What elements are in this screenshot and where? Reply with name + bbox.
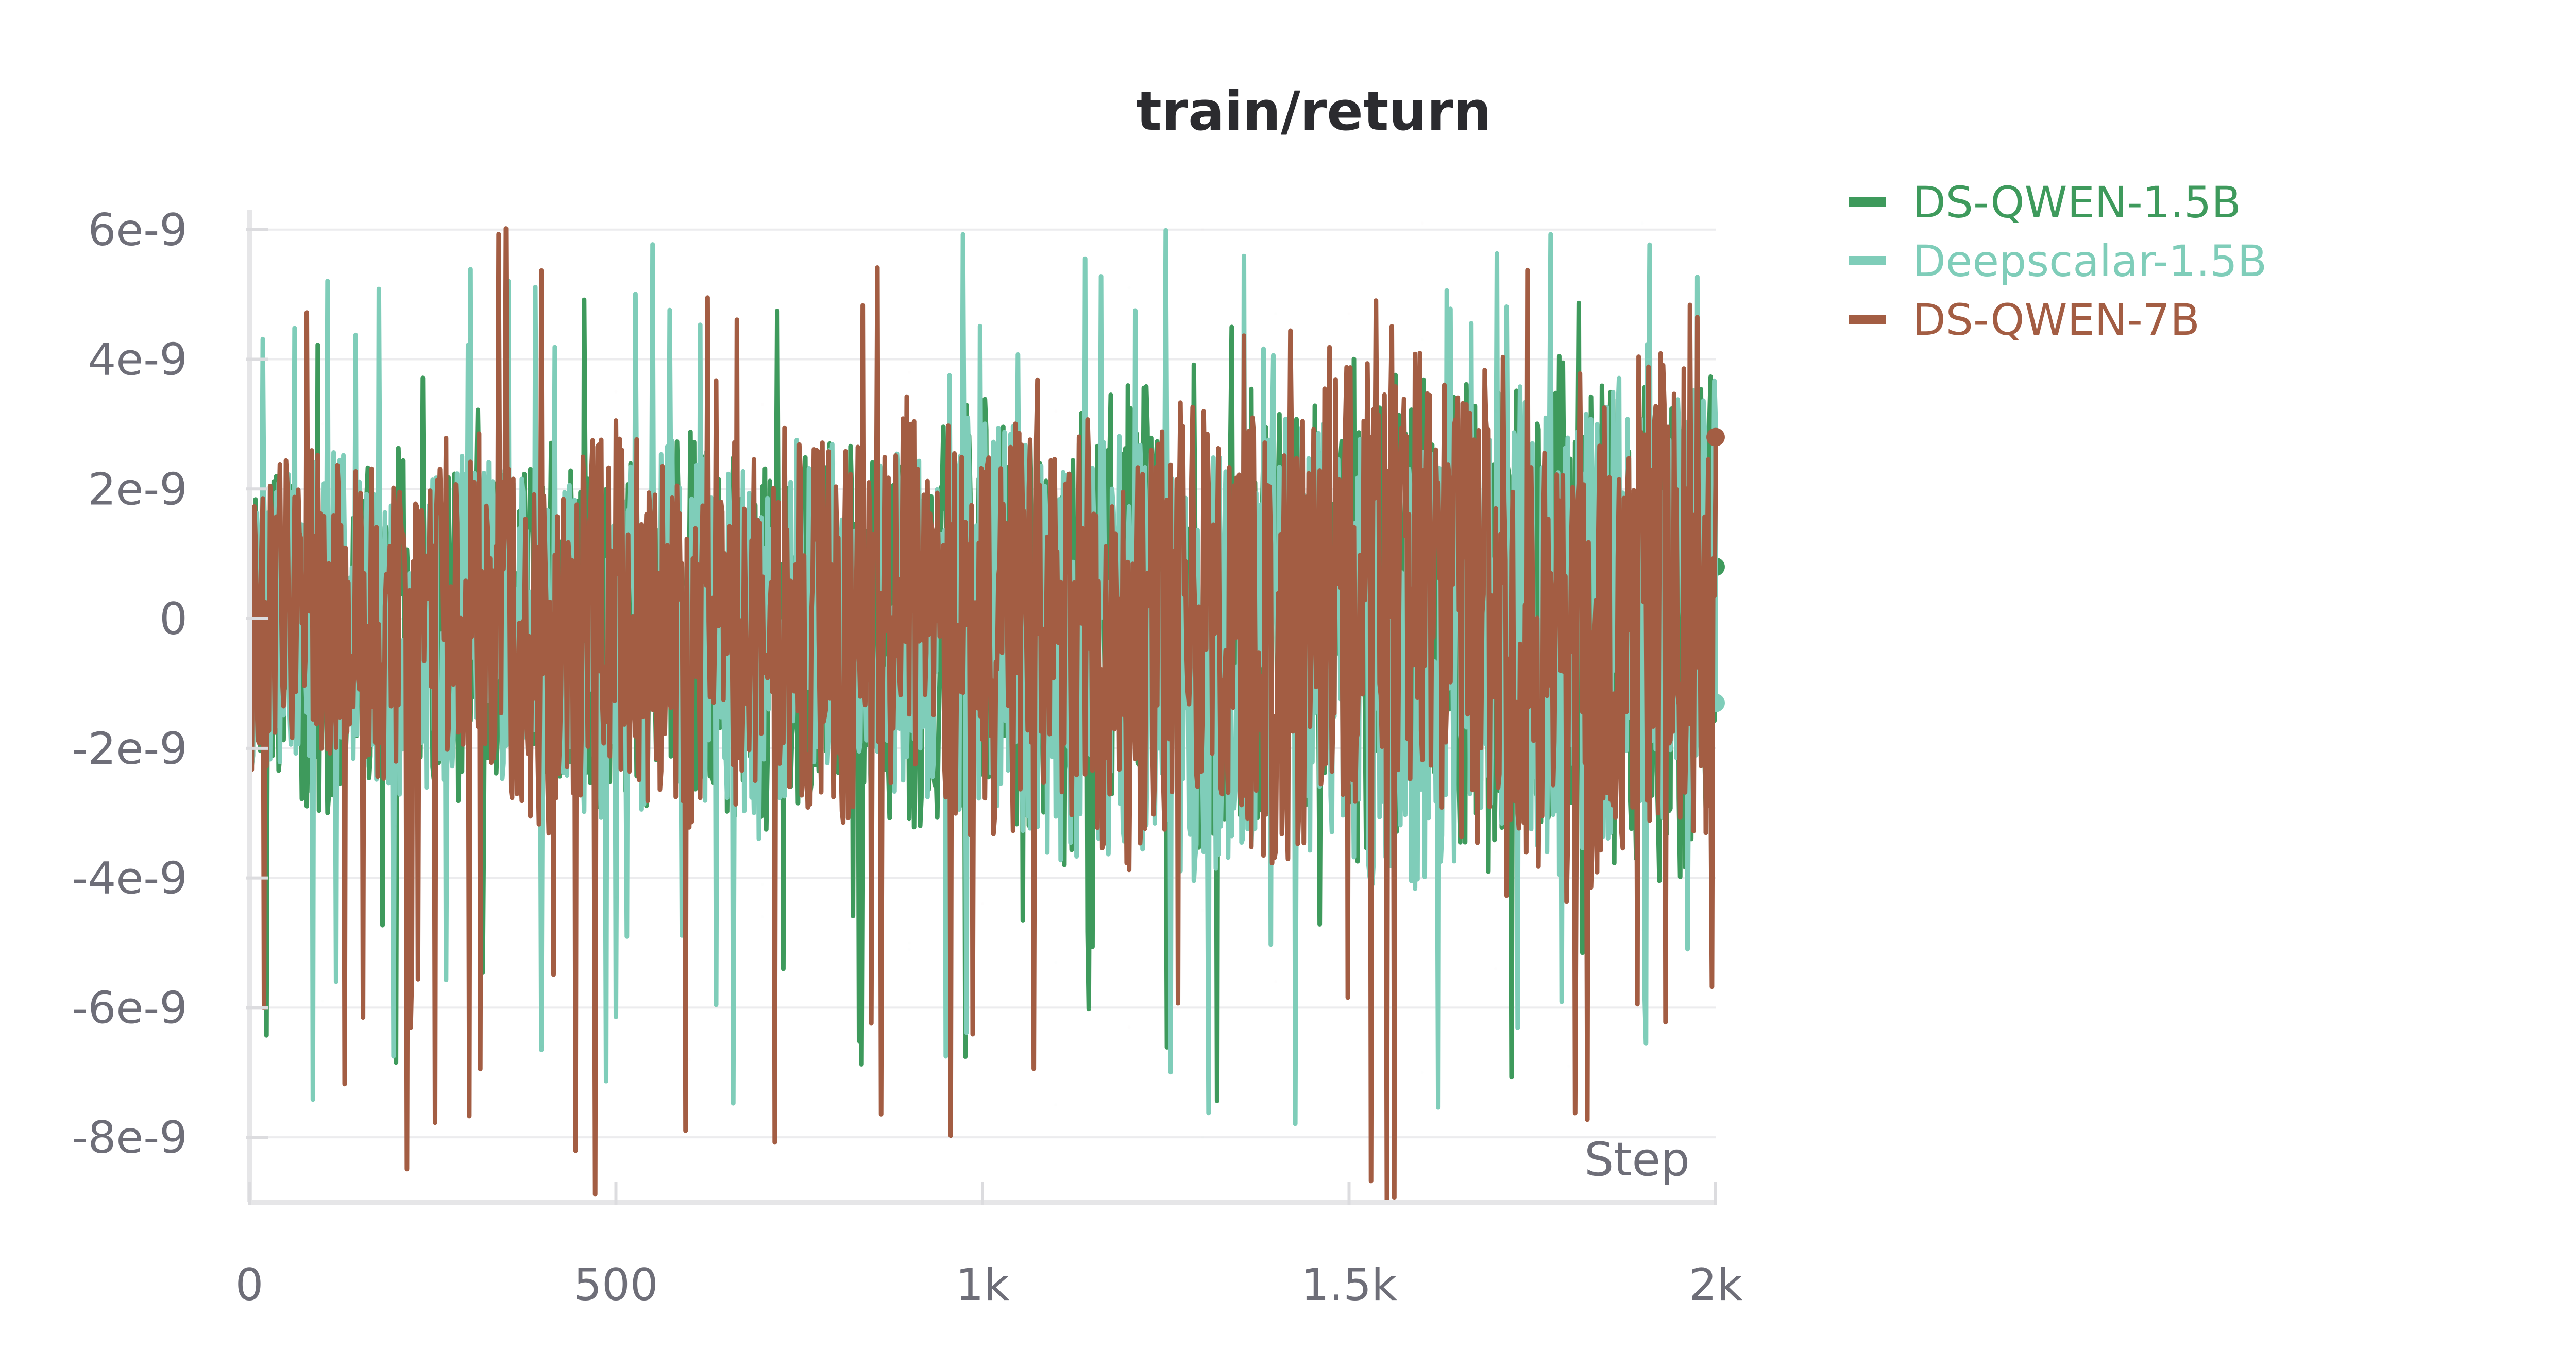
data-point [321,422,324,425]
data-point [1128,286,1131,289]
legend: DS-QWEN-1.5B Deepscalar-1.5B DS-QWEN-7B [1849,177,2267,345]
legend-item[interactable]: DS-QWEN-1.5B [1849,177,2241,228]
data-point [688,1058,691,1061]
data-point [1054,961,1057,964]
chart-title: train/return [1136,80,1492,143]
data-point [395,825,398,828]
data-point [1494,967,1497,970]
data-point [1421,221,1424,225]
x-tick-label: 500 [573,1259,658,1311]
y-tick-label: -8e-9 [72,1112,188,1164]
data-point [1201,1136,1204,1139]
x-tick-label: 0 [235,1259,264,1311]
y-tick-label: -4e-9 [72,853,188,904]
series-endpoint [1706,427,1725,447]
y-tick-label: 2e-9 [88,464,188,515]
data-point [468,338,471,341]
data-point [541,818,544,821]
data-point [615,390,618,393]
data-point [541,1045,544,1048]
x-tick-label: 2k [1689,1259,1743,1311]
data-point [395,799,398,802]
data-point [834,461,837,465]
data-point [1421,338,1424,341]
data-point [1567,371,1570,374]
data-point [1641,364,1644,367]
data-point [1128,1025,1131,1029]
data-point [1494,850,1497,853]
y-ticks: 6e-9 4e-9 2e-9 0 -2e-9 -4e-9 -6e-9 -8e-9 [72,204,268,1164]
legend-label: Deepscalar-1.5B [1912,236,2267,286]
data-point [615,896,618,899]
data-point [1054,409,1057,413]
y-tick-label: 6e-9 [88,204,188,256]
data-point [1494,409,1497,413]
data-point [1421,1071,1424,1074]
legend-label: DS-QWEN-1.5B [1912,177,2241,228]
x-axis-label: Step [1584,1133,1690,1187]
series-layer [247,221,1725,1204]
data-point [908,941,911,944]
data-point [761,403,764,406]
y-tick-label: -2e-9 [72,723,188,775]
y-tick-label: 4e-9 [88,334,188,386]
data-point [321,481,324,484]
data-point [761,883,764,886]
data-point [395,442,398,445]
data-point [1274,474,1277,477]
y-tick-label: 0 [159,593,188,645]
legend-item[interactable]: DS-QWEN-7B [1849,295,2200,345]
series-DS-QWEN-7B [247,221,1725,1204]
x-ticks: 0 500 1k 1.5k 2k [235,1182,1743,1311]
data-point [981,902,984,905]
data-point [1274,312,1277,315]
data-point [1567,1065,1570,1068]
data-point [834,481,837,484]
data-point [834,773,837,776]
data-point [908,371,911,374]
data-point [1348,312,1351,315]
data-point [321,1000,324,1003]
data-point [1274,980,1277,983]
series-line [247,226,1718,1204]
data-point [1054,1103,1057,1106]
legend-label: DS-QWEN-7B [1912,295,2200,345]
data-point [761,915,764,918]
x-tick-label: 1.5k [1301,1259,1397,1311]
y-tick-label: -6e-9 [72,982,188,1034]
data-point [908,948,911,951]
legend-item[interactable]: Deepscalar-1.5B [1849,236,2267,286]
data-point [1201,909,1204,912]
data-point [1641,221,1644,225]
data-point [1201,228,1204,231]
x-tick-label: 1k [956,1259,1010,1311]
